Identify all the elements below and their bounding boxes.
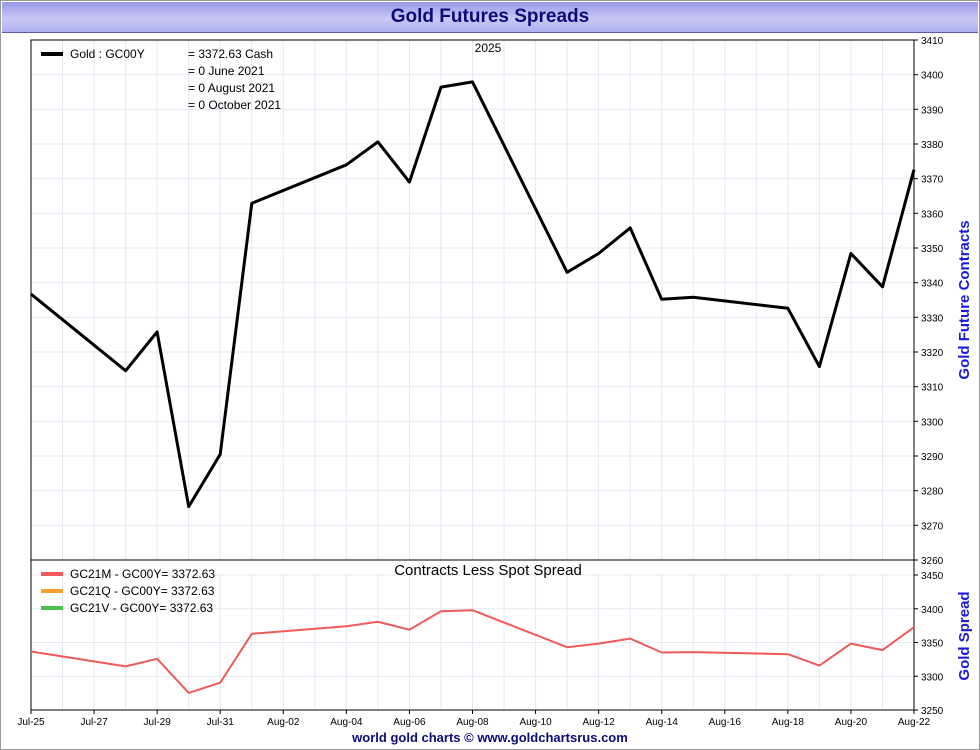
y-tick-label-top: 3320 [921,348,944,359]
y-tick-label-bottom: 3300 [921,672,944,683]
y-axis-label-bottom: Gold Spread [956,591,973,680]
x-tick-label: Aug-20 [835,717,868,728]
legend-label-spread: GC21Q - GC00Y= 3372.63 [70,584,215,598]
x-tick-label: Aug-06 [393,717,426,728]
x-tick-label: Jul-27 [80,717,108,728]
plot-border-bottom [30,559,915,711]
y-tick-label-top: 3390 [921,105,944,116]
x-tick-label: Jul-29 [144,717,172,728]
y-tick-label-bottom: 3350 [921,639,944,650]
legend-label-spread: GC21V - GC00Y= 3372.63 [70,601,213,615]
x-tick-label: Aug-18 [772,717,805,728]
legend-value-row: = 0 August 2021 [188,81,275,95]
y-tick-label-top: 3280 [921,487,944,498]
x-tick-label: Aug-02 [267,717,300,728]
chart-title: Gold Futures Spreads [390,6,590,27]
y-tick-label-top: 3410 [921,36,944,47]
y-tick-label-bottom: 3450 [921,571,944,582]
series-line-spread [30,609,915,694]
y-tick-label-top: 3330 [921,313,944,324]
y-tick-label-top: 3380 [921,140,944,151]
y-tick-label-top: 3290 [921,452,944,463]
x-tick-label: Jul-25 [17,717,45,728]
footer-credit: world gold charts © www.goldchartsrus.co… [352,730,628,745]
y-tick-label-top: 3310 [921,383,944,394]
legend-value-row: = 3372.63 Cash [188,47,273,61]
legend-value-row: = 0 October 2021 [188,98,281,112]
y-tick-label-bottom: 3400 [921,605,944,616]
panel-title-bottom: Contracts Less Spot Spread [394,562,582,579]
y-tick-label-top: 3400 [921,71,944,82]
y-tick-label-top: 3350 [921,244,944,255]
legend-value-row: = 0 June 2021 [188,64,265,78]
y-tick-label-top: 3340 [921,279,944,290]
y-tick-label-top: 3370 [921,175,944,186]
y-tick-label-top: 3270 [921,521,944,532]
series-line-gold [30,80,916,509]
x-tick-label: Aug-12 [583,717,616,728]
y-tick-label-top: 3360 [921,209,944,220]
x-tick-label: Aug-22 [898,717,931,728]
y-tick-label-top: 3300 [921,417,944,428]
x-tick-label: Jul-31 [207,717,235,728]
x-tick-label: Aug-16 [709,717,742,728]
x-tick-label: Aug-08 [456,717,489,728]
legend-label-gold: Gold : GC00Y [70,47,145,61]
panel-title-top: 2025 [475,41,502,55]
x-tick-label: Aug-10 [519,717,552,728]
y-tick-label-top: 3260 [921,556,944,567]
y-tick-label-bottom: 3250 [921,706,944,717]
x-tick-label: Aug-14 [646,717,679,728]
legend-label-spread: GC21M - GC00Y= 3372.63 [70,567,215,581]
x-tick-label: Aug-04 [330,717,363,728]
y-axis-label-top: Gold Future Contracts [956,220,973,379]
title-bar: Gold Futures Spreads [2,2,978,33]
